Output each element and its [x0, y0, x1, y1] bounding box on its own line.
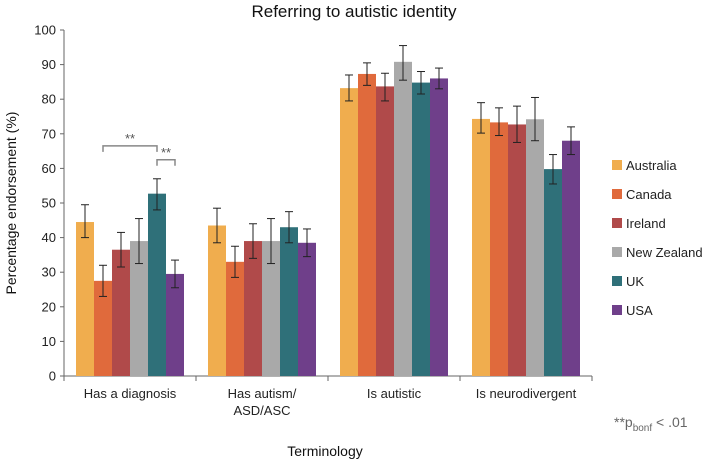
y-tick-label: 90: [42, 57, 56, 72]
significance-label: **: [161, 145, 171, 160]
legend-label: New Zealand: [626, 245, 703, 260]
legend-swatch: [612, 218, 622, 228]
note-prefix: **p: [614, 414, 633, 430]
y-tick-label: 50: [42, 196, 56, 211]
note-subscript: bonf: [633, 423, 653, 434]
bar: [208, 225, 226, 376]
bar: [376, 86, 394, 376]
legend: Australia Canada Ireland New Zealand UK USA: [612, 158, 703, 318]
bar: [280, 227, 298, 376]
y-tick-label: 100: [34, 23, 56, 38]
bar: [262, 241, 280, 376]
y-tick-label: 80: [42, 92, 56, 107]
bar: [358, 73, 376, 376]
legend-label: Canada: [626, 187, 672, 202]
bar: [412, 82, 430, 376]
bar: [76, 222, 94, 376]
bar: [472, 118, 490, 376]
y-tick-label: 60: [42, 161, 56, 176]
y-tick-label: 30: [42, 265, 56, 280]
bar: [226, 261, 244, 376]
x-category-label-line: Is autistic: [367, 386, 422, 401]
bar: [526, 119, 544, 376]
bar: [544, 169, 562, 376]
legend-swatch: [612, 160, 622, 170]
legend-label: Ireland: [626, 216, 666, 231]
note-suffix: < .01: [652, 414, 688, 430]
bar: [112, 249, 130, 376]
x-category-label: Has a diagnosis: [84, 386, 177, 401]
bar: [94, 280, 112, 376]
y-axis-label: Percentage endorsement (%): [3, 112, 19, 295]
x-category-label: Is neurodivergent: [476, 386, 577, 401]
legend-swatch: [612, 276, 622, 286]
x-category-label: Is autistic: [367, 386, 422, 401]
significance-label: **: [125, 131, 135, 146]
x-category-label: Has autism/ASD/ASC: [228, 386, 297, 418]
significance-note: **pbonf < .01: [614, 414, 688, 434]
bar: [340, 88, 358, 377]
y-tick-label: 70: [42, 126, 56, 141]
bar: [148, 193, 166, 376]
x-axis-label: Terminology: [287, 443, 362, 459]
bar: [166, 273, 184, 376]
y-tick-label: 0: [49, 369, 56, 384]
bar: [394, 61, 412, 376]
x-category-label-line: Is neurodivergent: [476, 386, 577, 401]
bar: [508, 124, 526, 376]
bar: [562, 140, 580, 376]
y-tick-label: 10: [42, 334, 56, 349]
legend-swatch: [612, 305, 622, 315]
legend-swatch: [612, 247, 622, 257]
legend-swatch: [612, 189, 622, 199]
bar: [430, 78, 448, 376]
chart-title: Referring to autistic identity: [251, 2, 457, 21]
plot-area: 0 10 20 30 40 50 60 70 80 90 100 Has a diagnosis Has…: [34, 23, 593, 418]
bar: [244, 241, 262, 376]
legend-label: Australia: [626, 158, 677, 173]
legend-label: USA: [626, 303, 653, 318]
y-tick-label: 20: [42, 299, 56, 314]
bar: [490, 122, 508, 376]
bar: [298, 242, 316, 376]
bar: [130, 241, 148, 376]
legend-label: UK: [626, 274, 644, 289]
significance-bracket: [156, 159, 176, 166]
x-category-label-line: Has a diagnosis: [84, 386, 177, 401]
x-category-label-line: ASD/ASC: [233, 403, 290, 418]
significance-bracket: [102, 145, 158, 152]
y-tick-label: 40: [42, 230, 56, 245]
x-category-label-line: Has autism/: [228, 386, 297, 401]
